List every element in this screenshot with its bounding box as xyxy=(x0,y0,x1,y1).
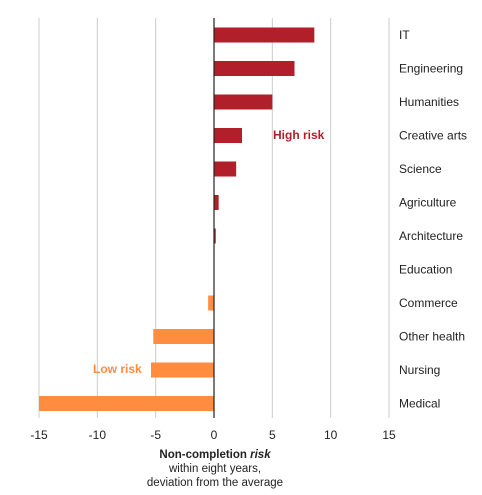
category-label: Education xyxy=(399,263,452,277)
category-label: Engineering xyxy=(399,62,463,76)
x-tick-label: -15 xyxy=(30,428,48,442)
annotation-high-risk: High risk xyxy=(273,128,325,142)
bar-agriculture xyxy=(214,195,219,210)
category-label: Humanities xyxy=(399,95,459,109)
bar-nursing xyxy=(151,362,214,378)
category-label: IT xyxy=(399,28,410,42)
x-axis-title-line1: Non-completion risk xyxy=(159,449,271,461)
x-tick-label: -10 xyxy=(89,428,107,442)
x-axis-title-bold: Non-completion xyxy=(159,449,250,461)
bar-humanities xyxy=(214,94,273,110)
bar-medical xyxy=(39,396,214,411)
x-tick-label: 0 xyxy=(211,428,218,442)
bars xyxy=(39,27,315,411)
annotation-low-risk: Low risk xyxy=(93,362,142,376)
category-label: Commerce xyxy=(399,296,458,310)
grid-lines xyxy=(38,18,390,418)
x-axis: -15 -10 -5 0 5 10 15 xyxy=(30,18,396,442)
x-tick-label: -5 xyxy=(150,428,161,442)
bar-engineering xyxy=(214,61,295,76)
category-label: Creative arts xyxy=(399,129,467,143)
category-label: Other health xyxy=(399,330,465,344)
x-tick-label: 15 xyxy=(382,428,396,442)
category-label: Medical xyxy=(399,397,440,411)
category-label: Science xyxy=(399,162,442,176)
category-labels: IT Engineering Humanities Creative arts Scie… xyxy=(399,28,467,411)
x-axis-title-line3: deviation from the average xyxy=(147,477,283,489)
bar-science xyxy=(214,161,237,177)
category-label: Nursing xyxy=(399,363,440,377)
x-axis-title-bold-italic: risk xyxy=(250,449,271,461)
x-tick-label: 5 xyxy=(269,428,276,442)
category-label: Agriculture xyxy=(399,196,457,210)
x-tick-label: 10 xyxy=(324,428,338,442)
x-axis-title-line2: within eight years, xyxy=(168,463,261,475)
category-label: Architecture xyxy=(399,229,463,243)
bar-other-health xyxy=(153,329,214,344)
bar-creative-arts xyxy=(214,128,242,143)
bar-architecture xyxy=(214,228,216,244)
bar-it xyxy=(214,27,315,43)
bar-commerce xyxy=(208,295,214,311)
